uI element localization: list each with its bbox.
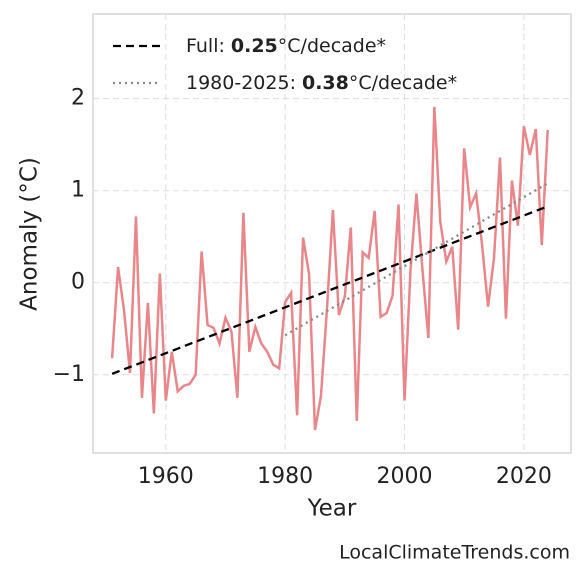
x-tick-label: 1960: [138, 464, 194, 489]
x-tick-label: 2020: [496, 464, 552, 489]
x-axis-label: Year: [307, 496, 357, 522]
trend-line: [284, 182, 549, 337]
y-axis-label: Anomaly (°C): [17, 157, 43, 311]
legend-name: 1980-2025:: [186, 72, 296, 94]
x-tick-label: 2000: [377, 464, 433, 489]
data-line: [110, 106, 549, 431]
source-label: LocalClimateTrends.com: [339, 542, 570, 564]
x-tick-label: 1980: [257, 464, 313, 489]
legend-slope: 0.25: [231, 35, 278, 57]
legend-label: Full: 0.25°C/decade*: [186, 35, 386, 57]
legend-name: Full:: [186, 35, 225, 57]
y-tick-label: 1: [71, 178, 85, 203]
y-tick-label: 0: [71, 270, 85, 295]
legend-unit: °C/decade*: [349, 72, 457, 94]
legend-slope: 0.38: [302, 72, 349, 94]
legend-label: 1980-2025: 0.38°C/decade*: [186, 72, 457, 94]
legend-unit: °C/decade*: [278, 35, 386, 57]
y-tick-label: 2: [71, 86, 85, 111]
y-tick-label: −1: [53, 362, 85, 387]
